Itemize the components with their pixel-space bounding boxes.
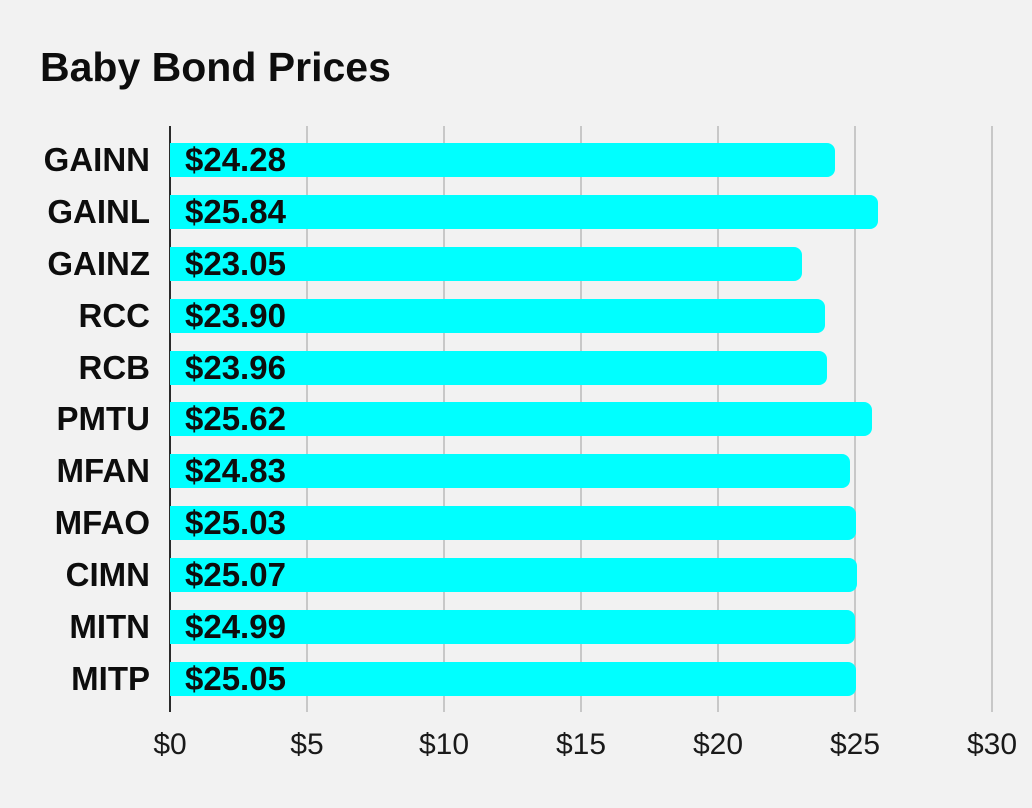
bars-layer: GAINN $24.28 GAINL $25.84 GAINZ $23.05 RCC $23.… bbox=[44, 134, 992, 705]
bar-row: MFAO $25.03 bbox=[55, 497, 992, 549]
bar: $25.62 bbox=[170, 400, 872, 438]
bar: $25.84 bbox=[170, 192, 879, 230]
x-tick-label: $0 bbox=[153, 728, 187, 761]
category-label: MITP bbox=[71, 660, 150, 698]
category-label: RCB bbox=[78, 348, 151, 386]
bar: $24.28 bbox=[170, 140, 836, 178]
x-axis: $0 $5 $10 $15 $20 $25 $30 bbox=[153, 724, 1017, 766]
x-tick-label: $15 bbox=[555, 728, 607, 761]
bar-row: GAINZ $23.05 bbox=[47, 238, 992, 290]
category-label: MFAO bbox=[54, 504, 150, 542]
category-label: MFAN bbox=[56, 452, 151, 490]
value-label: $25.03 bbox=[185, 504, 286, 542]
bar-row: GAINL $25.84 bbox=[47, 186, 992, 238]
bar-row: RCC $23.90 bbox=[79, 290, 992, 342]
value-label: $25.84 bbox=[185, 192, 286, 230]
category-label: RCC bbox=[78, 296, 151, 334]
bar-row: MFAN $24.83 bbox=[57, 445, 992, 497]
value-label: $23.90 bbox=[185, 296, 286, 334]
x-tick-label: $25 bbox=[829, 728, 881, 761]
value-label: $25.05 bbox=[185, 660, 286, 698]
category-label: GAINL bbox=[47, 192, 150, 230]
bar: $23.90 bbox=[170, 296, 825, 334]
bar: $23.96 bbox=[170, 348, 827, 386]
value-label: $25.07 bbox=[185, 556, 286, 594]
bar-row: CIMN $25.07 bbox=[66, 549, 992, 601]
bar-row: PMTU $25.62 bbox=[57, 394, 992, 446]
value-label: $24.83 bbox=[185, 452, 286, 490]
x-tick-label: $10 bbox=[418, 728, 470, 761]
category-label: CIMN bbox=[65, 556, 150, 594]
category-label: GAINN bbox=[43, 140, 150, 178]
gridline bbox=[991, 126, 993, 712]
bar: $24.83 bbox=[170, 452, 851, 490]
bar: $25.03 bbox=[170, 504, 856, 542]
x-tick-label: $5 bbox=[290, 728, 324, 761]
category-label: GAINZ bbox=[47, 244, 150, 282]
value-label: $25.62 bbox=[185, 400, 286, 438]
value-label: $23.96 bbox=[185, 348, 286, 386]
value-label: $23.05 bbox=[185, 244, 286, 282]
bar-row: MITN $24.99 bbox=[69, 601, 992, 653]
chart-title: Baby Bond Prices bbox=[40, 44, 391, 90]
category-label: PMTU bbox=[56, 400, 151, 438]
value-label: $24.99 bbox=[185, 608, 286, 646]
plot-area: GAINN $24.28 GAINL $25.84 GAINZ $23.05 RCC $23.… bbox=[44, 126, 993, 712]
x-tick-label: $20 bbox=[692, 728, 744, 761]
x-tick-label: $30 bbox=[966, 728, 1018, 761]
category-label: MITN bbox=[69, 608, 150, 646]
bar: $25.05 bbox=[170, 660, 857, 698]
value-label: $24.28 bbox=[185, 140, 286, 178]
bar-row: RCB $23.96 bbox=[79, 342, 992, 394]
bar: $24.99 bbox=[170, 608, 855, 646]
bar-row: GAINN $24.28 bbox=[44, 134, 992, 186]
bar: $23.05 bbox=[170, 244, 802, 282]
bar: $25.07 bbox=[170, 556, 857, 594]
bar-row: MITP $25.05 bbox=[71, 653, 992, 705]
